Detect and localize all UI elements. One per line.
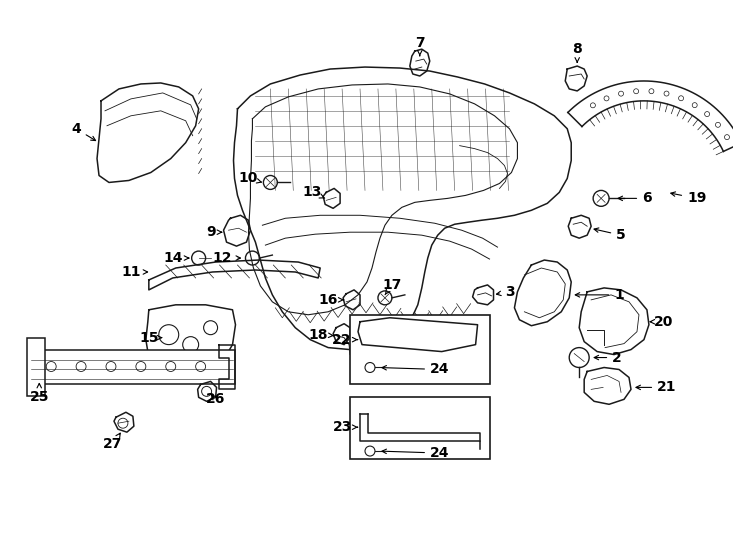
Circle shape bbox=[633, 89, 639, 94]
Text: 18: 18 bbox=[308, 328, 333, 342]
Polygon shape bbox=[323, 188, 340, 208]
Bar bbox=[350, 397, 490, 459]
Circle shape bbox=[678, 96, 683, 101]
Circle shape bbox=[649, 89, 654, 94]
Text: 15: 15 bbox=[139, 330, 161, 345]
Text: 12: 12 bbox=[213, 251, 241, 265]
Text: 24: 24 bbox=[382, 362, 449, 376]
Polygon shape bbox=[473, 285, 493, 305]
Circle shape bbox=[664, 91, 669, 96]
Text: 10: 10 bbox=[239, 172, 261, 185]
Circle shape bbox=[724, 134, 730, 140]
Circle shape bbox=[590, 103, 595, 108]
Text: 25: 25 bbox=[29, 383, 49, 404]
Circle shape bbox=[604, 96, 609, 101]
Text: 5: 5 bbox=[594, 228, 626, 242]
Polygon shape bbox=[343, 290, 360, 310]
Polygon shape bbox=[97, 83, 199, 183]
Polygon shape bbox=[146, 305, 236, 374]
Text: 17: 17 bbox=[382, 278, 401, 295]
Bar bbox=[27, 338, 46, 396]
Text: 1: 1 bbox=[575, 288, 624, 302]
Text: 6: 6 bbox=[618, 191, 652, 205]
Polygon shape bbox=[358, 318, 478, 352]
Text: 21: 21 bbox=[636, 380, 677, 394]
Polygon shape bbox=[568, 215, 591, 238]
Polygon shape bbox=[333, 323, 350, 345]
Circle shape bbox=[716, 123, 721, 127]
Polygon shape bbox=[224, 215, 250, 246]
Text: 2: 2 bbox=[594, 350, 622, 365]
Polygon shape bbox=[410, 49, 430, 76]
Bar bbox=[29, 349, 236, 384]
Polygon shape bbox=[233, 67, 571, 349]
Text: 19: 19 bbox=[671, 191, 706, 205]
Text: 11: 11 bbox=[121, 265, 148, 279]
Text: 9: 9 bbox=[206, 225, 222, 239]
Circle shape bbox=[619, 91, 623, 96]
Circle shape bbox=[705, 112, 710, 117]
Text: 23: 23 bbox=[333, 420, 357, 434]
Text: 8: 8 bbox=[573, 42, 582, 62]
Text: 20: 20 bbox=[650, 315, 674, 329]
Polygon shape bbox=[219, 345, 236, 389]
Text: 14: 14 bbox=[163, 251, 189, 265]
Text: 3: 3 bbox=[496, 285, 515, 299]
Text: 27: 27 bbox=[103, 433, 123, 451]
Polygon shape bbox=[114, 412, 134, 432]
Polygon shape bbox=[584, 368, 631, 404]
Polygon shape bbox=[565, 66, 587, 91]
Text: 16: 16 bbox=[319, 293, 344, 307]
Polygon shape bbox=[197, 381, 217, 401]
Polygon shape bbox=[579, 288, 649, 355]
Polygon shape bbox=[515, 260, 571, 326]
Polygon shape bbox=[149, 260, 320, 290]
Text: 13: 13 bbox=[302, 185, 324, 199]
Polygon shape bbox=[568, 81, 734, 151]
Text: 7: 7 bbox=[415, 36, 424, 56]
Text: 22: 22 bbox=[333, 333, 357, 347]
Text: 24: 24 bbox=[382, 446, 449, 460]
Circle shape bbox=[692, 103, 697, 107]
Bar bbox=[350, 315, 490, 384]
Text: 26: 26 bbox=[206, 393, 225, 406]
Text: 4: 4 bbox=[71, 122, 95, 140]
